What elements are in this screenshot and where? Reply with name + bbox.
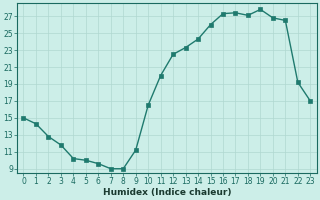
X-axis label: Humidex (Indice chaleur): Humidex (Indice chaleur)	[103, 188, 231, 197]
